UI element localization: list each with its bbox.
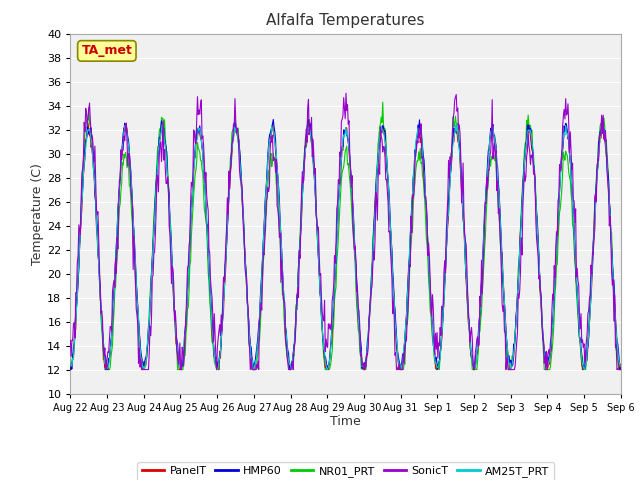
- NR01_PRT: [617, 367, 625, 372]
- AM25T_PRT: [598, 121, 605, 127]
- AM25T_PRT: [67, 360, 74, 366]
- PanelT: [415, 120, 423, 126]
- HMP60: [218, 324, 226, 330]
- PanelT: [134, 303, 141, 309]
- AM25T_PRT: [219, 317, 227, 323]
- AM25T_PRT: [177, 367, 185, 372]
- SonicT: [219, 296, 227, 302]
- HMP60: [429, 339, 437, 345]
- Line: HMP60: HMP60: [70, 120, 621, 370]
- NR01_PRT: [67, 367, 74, 372]
- HMP60: [77, 230, 84, 236]
- NR01_PRT: [413, 158, 421, 164]
- NR01_PRT: [429, 333, 437, 339]
- PanelT: [77, 216, 85, 222]
- PanelT: [413, 135, 421, 141]
- Legend: PanelT, HMP60, NR01_PRT, SonicT, AM25T_PRT: PanelT, HMP60, NR01_PRT, SonicT, AM25T_P…: [138, 462, 554, 480]
- SonicT: [190, 127, 198, 133]
- AM25T_PRT: [617, 363, 625, 369]
- PanelT: [430, 345, 438, 351]
- SonicT: [414, 140, 422, 146]
- AM25T_PRT: [133, 296, 141, 302]
- Title: Alfalfa Temperatures: Alfalfa Temperatures: [266, 13, 425, 28]
- NR01_PRT: [77, 222, 84, 228]
- Line: SonicT: SonicT: [70, 93, 621, 370]
- SonicT: [77, 232, 84, 238]
- SonicT: [102, 367, 109, 372]
- SonicT: [67, 337, 74, 343]
- AM25T_PRT: [413, 132, 421, 138]
- PanelT: [67, 367, 75, 372]
- AM25T_PRT: [77, 228, 84, 233]
- SonicT: [134, 322, 141, 328]
- HMP60: [67, 367, 74, 372]
- Text: TA_met: TA_met: [81, 44, 132, 58]
- NR01_PRT: [379, 99, 387, 105]
- NR01_PRT: [189, 206, 196, 212]
- NR01_PRT: [218, 322, 226, 328]
- SonicT: [617, 367, 625, 372]
- NR01_PRT: [133, 299, 141, 304]
- PanelT: [219, 316, 227, 322]
- AM25T_PRT: [190, 167, 198, 173]
- AM25T_PRT: [429, 341, 437, 347]
- Y-axis label: Temperature (C): Temperature (C): [31, 163, 44, 264]
- HMP60: [133, 294, 141, 300]
- HMP60: [413, 133, 421, 139]
- PanelT: [67, 360, 74, 366]
- SonicT: [430, 328, 438, 334]
- HMP60: [189, 182, 196, 188]
- SonicT: [342, 90, 350, 96]
- PanelT: [190, 169, 198, 175]
- Line: AM25T_PRT: AM25T_PRT: [70, 124, 621, 370]
- HMP60: [269, 117, 277, 122]
- Line: NR01_PRT: NR01_PRT: [70, 102, 621, 370]
- Line: PanelT: PanelT: [70, 123, 621, 370]
- HMP60: [617, 366, 625, 372]
- X-axis label: Time: Time: [330, 415, 361, 429]
- PanelT: [617, 361, 625, 367]
